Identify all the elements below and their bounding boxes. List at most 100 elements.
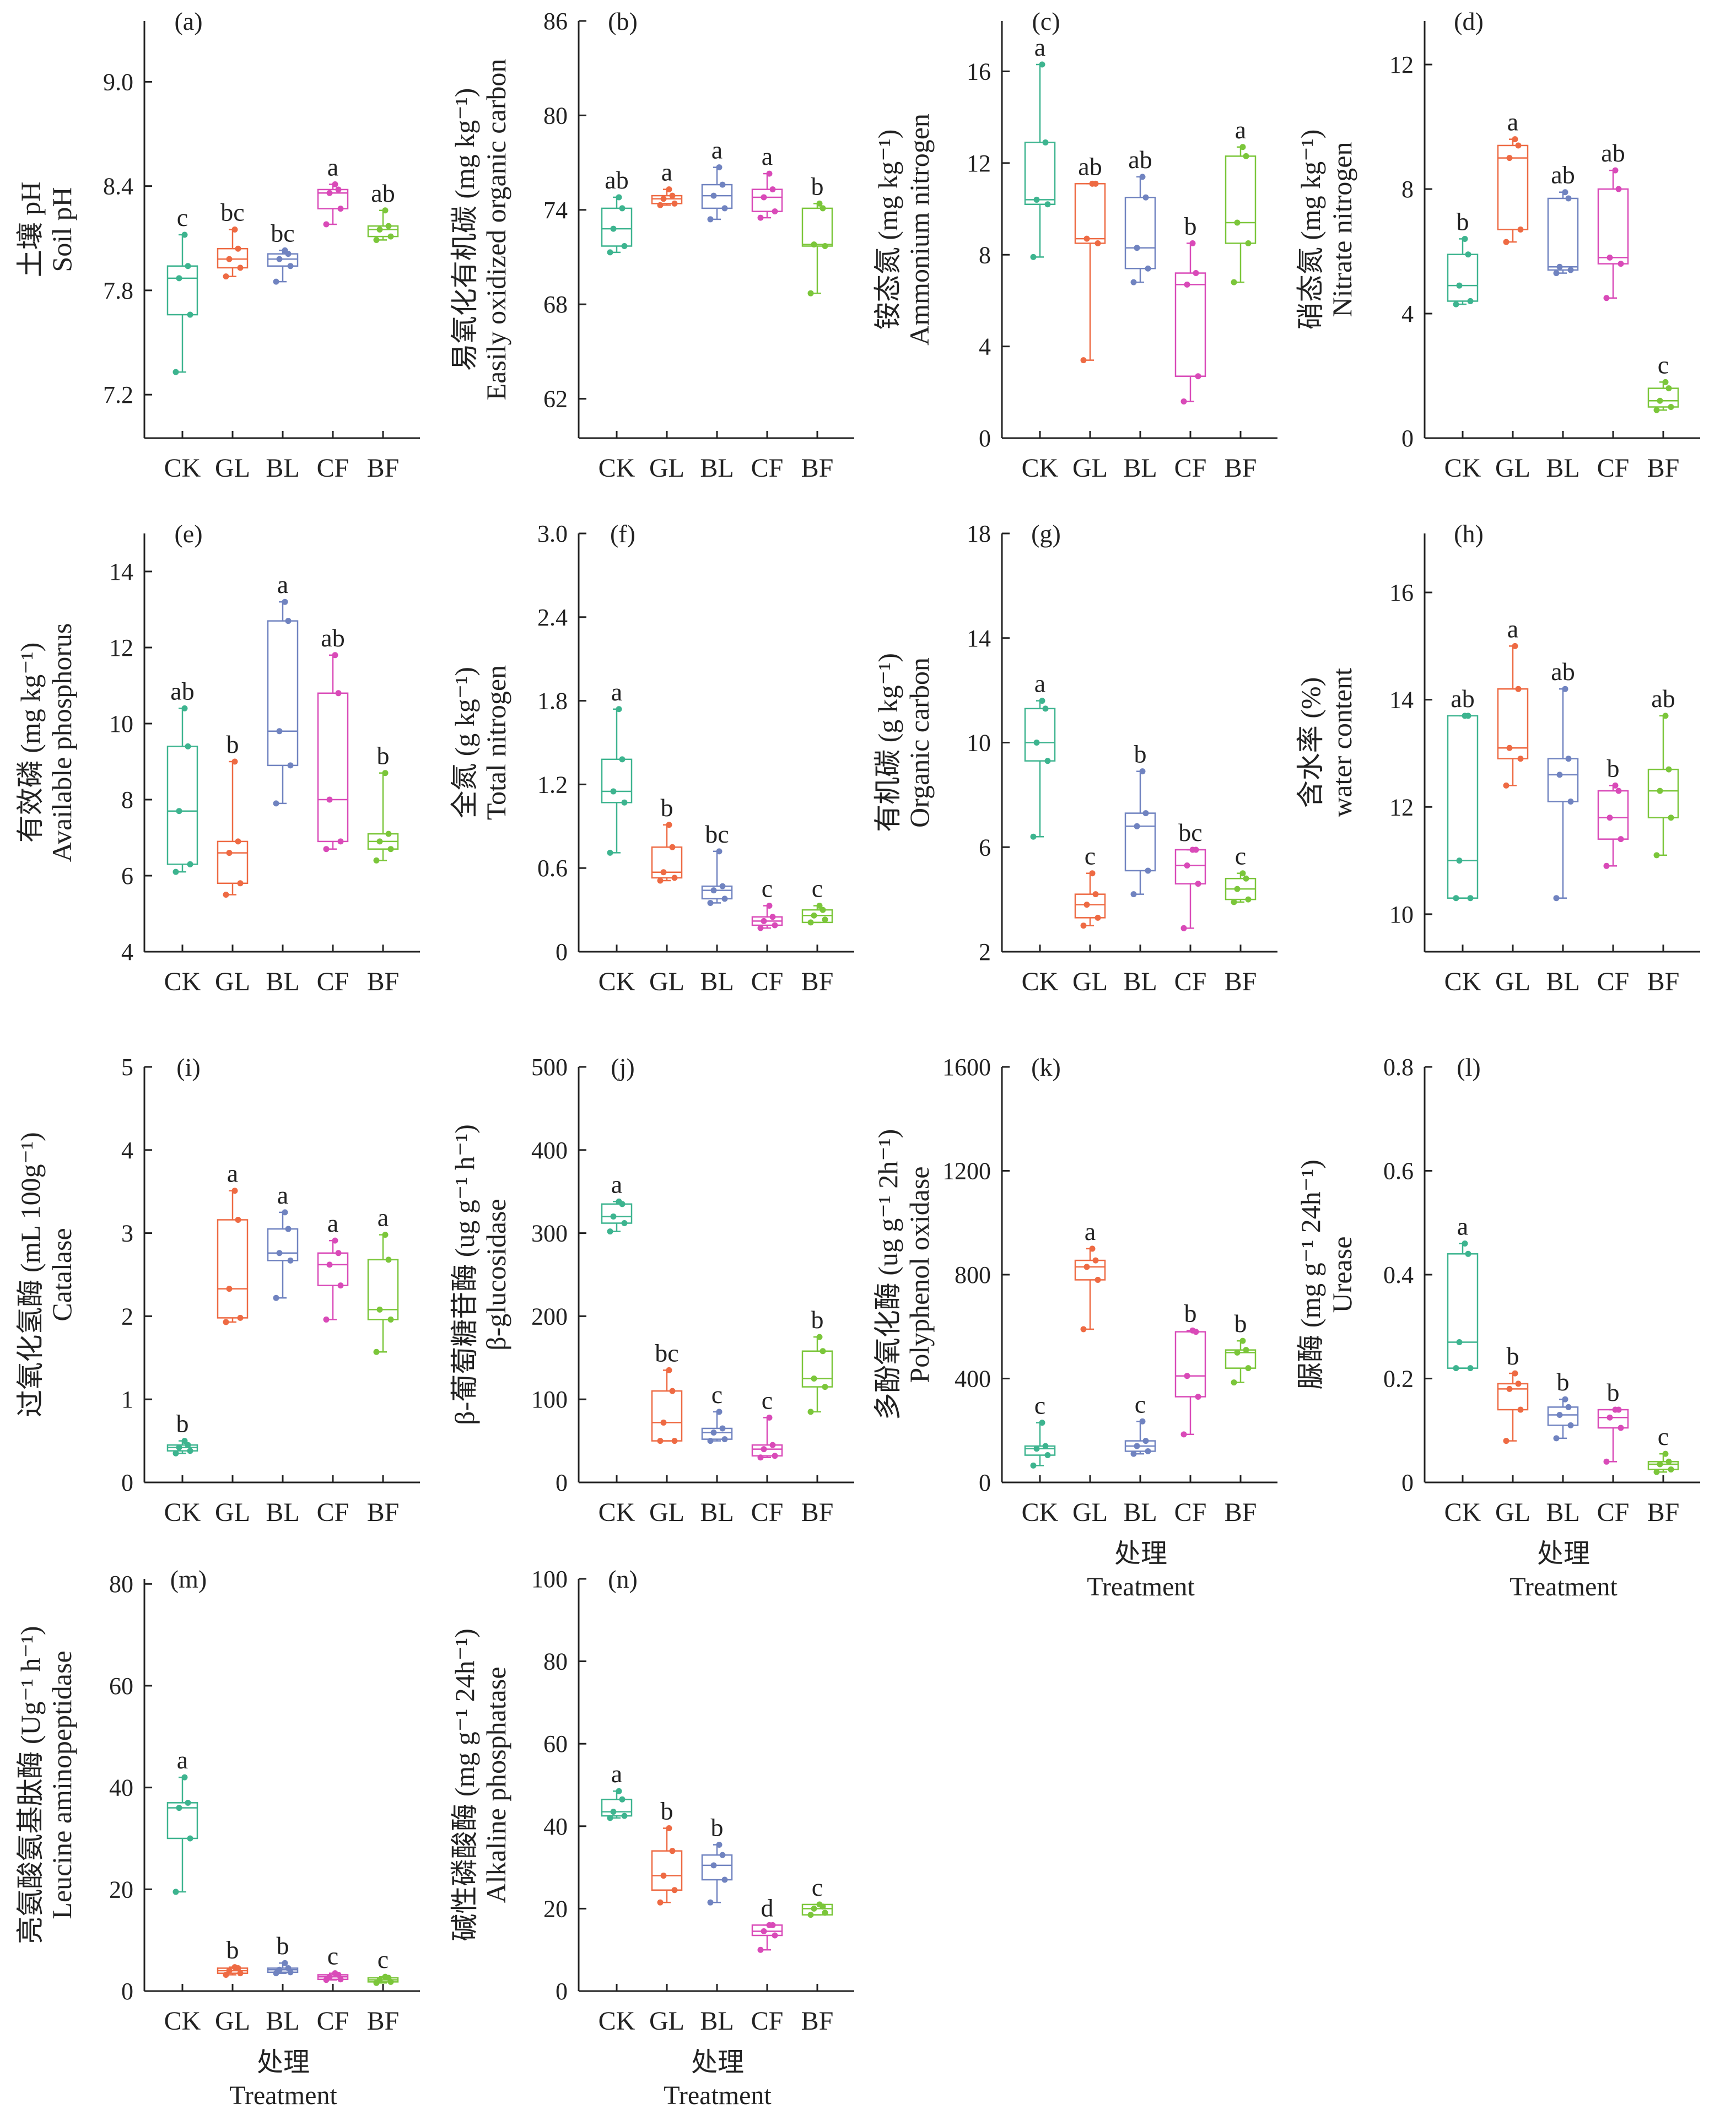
data-point — [1467, 895, 1474, 902]
box-iqr — [1074, 1259, 1106, 1281]
box-ck: c — [166, 203, 198, 375]
box-iqr — [217, 1219, 249, 1319]
data-point — [332, 1237, 338, 1244]
y-tick-label: 20 — [543, 1895, 568, 1922]
box-gl: b — [651, 1797, 683, 1906]
box-iqr — [601, 207, 633, 247]
significance-letter: a — [1457, 1212, 1468, 1240]
data-point — [1668, 404, 1674, 411]
data-point — [1184, 281, 1190, 288]
data-point — [1562, 1396, 1568, 1403]
data-point — [666, 1367, 672, 1373]
box-iqr — [601, 758, 633, 803]
significance-letter: ab — [605, 166, 628, 194]
y-tick-label: 10 — [109, 710, 133, 737]
data-point — [1243, 1347, 1249, 1353]
data-point — [769, 914, 776, 920]
box-ck: a — [601, 1760, 633, 1821]
data-point — [335, 1250, 342, 1256]
box-bl: c — [701, 1380, 733, 1444]
data-point — [761, 918, 767, 924]
box-cf: b — [1174, 1299, 1206, 1438]
box-iqr — [701, 885, 733, 900]
data-point — [761, 194, 767, 201]
x-tick-label: BF — [367, 967, 400, 996]
data-point — [1503, 782, 1509, 789]
significance-letter: b — [1607, 1378, 1620, 1406]
box-iqr — [801, 1350, 833, 1388]
data-point — [282, 247, 288, 253]
data-point — [621, 242, 628, 249]
panel-label: (f) — [610, 520, 635, 548]
data-point — [669, 1388, 676, 1394]
data-point — [1195, 1393, 1201, 1400]
data-point — [1567, 799, 1574, 805]
data-point — [1042, 1443, 1049, 1449]
data-point — [811, 912, 817, 919]
data-point — [660, 869, 667, 876]
x-tick-label: GL — [215, 454, 250, 483]
box-iqr — [1497, 688, 1529, 759]
y-tick-label: 0 — [1401, 1469, 1414, 1496]
data-point — [1134, 823, 1140, 829]
panel-label: (h) — [1454, 520, 1484, 548]
box-iqr — [317, 1252, 349, 1286]
data-point — [387, 233, 394, 240]
y-axis-label-en: Easily oxidized organic carbon — [481, 59, 511, 401]
x-tick-label: BF — [801, 2006, 834, 2036]
panel-a: 7.2 7.8 8.4 9.0 CK GL BL CF BF (a) 土壤 pH Soil pH c bc… — [15, 7, 420, 483]
data-point — [607, 849, 613, 856]
x-tick-label: CF — [751, 1498, 784, 1527]
box-gl: a — [1497, 108, 1529, 245]
data-point — [1668, 1466, 1674, 1472]
y-tick-label: 7.8 — [103, 277, 133, 304]
y-axis-label-zh: 有效磷 (mg kg⁻¹) — [15, 643, 46, 843]
data-point — [287, 762, 294, 769]
data-point — [276, 728, 283, 735]
data-point — [1130, 891, 1137, 898]
significance-letter: b — [661, 1797, 673, 1825]
box-iqr — [1174, 272, 1206, 377]
data-point — [1180, 925, 1187, 931]
data-point — [621, 1220, 628, 1227]
data-point — [1134, 245, 1140, 251]
data-point — [385, 1256, 392, 1263]
data-point — [1556, 772, 1563, 778]
data-point — [816, 1901, 823, 1908]
data-point — [235, 245, 241, 252]
box-bf: c — [1225, 842, 1257, 905]
x-tick-label: BF — [1225, 454, 1257, 483]
y-axis-label-zh: 有机碳 (g kg⁻¹) — [872, 653, 903, 832]
data-point — [1142, 194, 1149, 201]
significance-letter: a — [1507, 614, 1518, 643]
data-point — [323, 846, 330, 853]
significance-letter: d — [761, 1894, 774, 1922]
box-iqr — [166, 1802, 198, 1840]
y-tick-label: 4 — [121, 938, 133, 965]
data-point — [822, 1384, 828, 1390]
significance-letter: a — [327, 1209, 338, 1237]
data-point — [1083, 1264, 1090, 1270]
panel-label: (m) — [170, 1565, 207, 1593]
y-tick-label: 12 — [109, 634, 133, 661]
y-tick-label: 2.4 — [537, 604, 568, 631]
box-cf: bc — [1174, 818, 1206, 931]
data-point — [187, 1835, 193, 1842]
y-axis-label-zh: 铵态氮 (mg kg⁻¹) — [872, 130, 903, 330]
y-tick-label: 4 — [1401, 300, 1414, 327]
box-bl: c — [1124, 1390, 1156, 1457]
data-point — [1083, 235, 1090, 242]
box-ck: b — [1447, 207, 1479, 308]
data-point — [376, 226, 383, 233]
significance-letter: a — [1085, 1217, 1096, 1245]
data-point — [710, 1862, 717, 1869]
y-tick-label: 14 — [109, 558, 133, 585]
box-iqr — [1547, 758, 1579, 802]
data-point — [1180, 398, 1187, 404]
box-gl: bc — [217, 198, 249, 280]
significance-letter: ab — [321, 624, 344, 652]
box-iqr — [1024, 1445, 1056, 1456]
x-tick-label: BF — [801, 1498, 834, 1527]
data-point — [1195, 881, 1201, 887]
data-point — [607, 1228, 613, 1235]
